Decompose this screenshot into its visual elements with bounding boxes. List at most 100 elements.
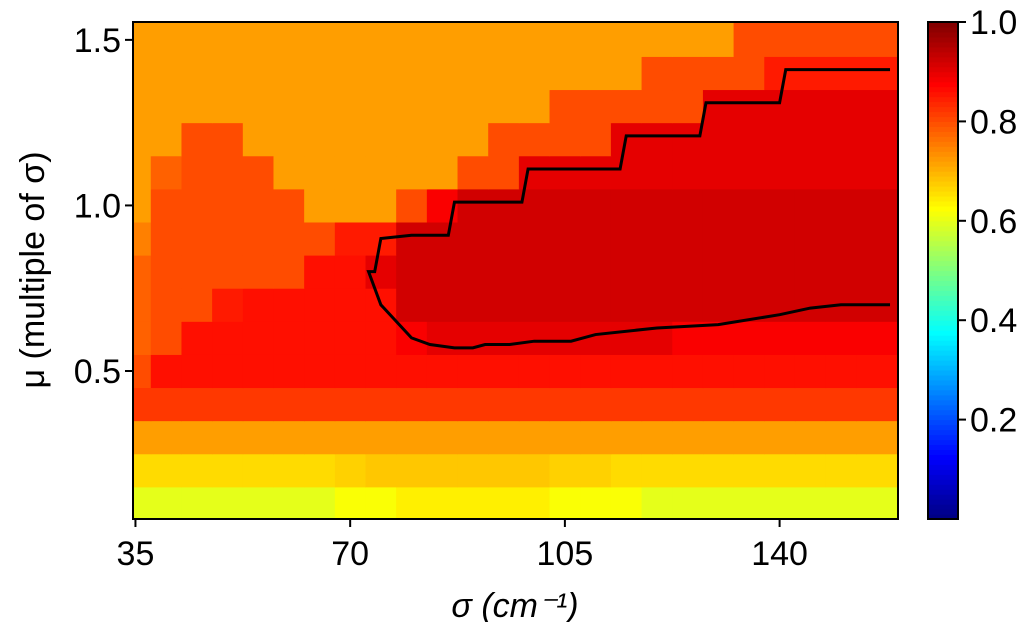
heat-cell — [150, 89, 182, 124]
heat-cell — [181, 387, 213, 422]
heat-cell — [242, 387, 274, 422]
heat-cell — [518, 155, 551, 190]
colorbar-step — [928, 56, 958, 63]
colorbar-step — [928, 136, 958, 142]
heat-cell — [549, 89, 581, 124]
heat-cell — [365, 89, 397, 124]
colorbar-step — [928, 454, 958, 460]
heat-cell — [365, 453, 397, 488]
heat-cell — [273, 22, 305, 57]
heat-cell — [549, 420, 581, 455]
heat-cell — [856, 155, 899, 190]
colorbar-step — [928, 111, 958, 118]
heat-cell — [580, 453, 612, 488]
heat-cell — [825, 155, 857, 190]
heat-cell — [212, 420, 244, 455]
colorbar-tick-label: 0.4 — [970, 302, 1017, 340]
heat-cell — [580, 387, 612, 422]
heat-cell — [549, 354, 581, 389]
heat-cell — [794, 89, 827, 124]
colorbar-step — [928, 235, 958, 242]
colorbar-step — [928, 374, 958, 381]
heat-cell — [457, 354, 489, 389]
heat-cell — [733, 354, 765, 389]
heat-cell — [457, 486, 489, 520]
heat-cell — [304, 155, 336, 190]
heat-cell — [702, 255, 735, 289]
colorbar-step — [928, 76, 958, 83]
heat-cell — [794, 56, 827, 91]
heat-cell — [610, 453, 643, 488]
heat-cell — [488, 122, 520, 157]
heat-cell — [242, 486, 274, 520]
colorbar-tick-label: 0.2 — [970, 402, 1017, 440]
heat-cell — [856, 122, 899, 157]
heat-cell — [181, 89, 213, 124]
heat-cell — [764, 420, 796, 455]
heat-cell — [334, 255, 367, 289]
heat-cell — [150, 22, 182, 57]
heat-cell — [273, 486, 305, 520]
heat-cell — [426, 56, 459, 91]
heat-cell — [396, 155, 428, 190]
colorbar-step — [928, 101, 958, 108]
heat-cell — [150, 486, 182, 520]
heat-cell — [733, 188, 765, 223]
colorbar-step — [928, 36, 958, 43]
heat-cell — [856, 420, 899, 455]
colorbar-step — [928, 161, 958, 167]
heat-cell — [580, 56, 612, 91]
colorbar-step — [928, 290, 958, 296]
heat-cell — [365, 420, 397, 455]
x-tick-label: 35 — [117, 535, 155, 573]
colorbar-step — [928, 514, 958, 520]
colorbar-step — [928, 116, 958, 122]
heat-cell — [365, 22, 397, 57]
heat-cell — [672, 89, 704, 124]
colorbar-step — [928, 280, 958, 287]
heat-cell — [334, 420, 367, 455]
colorbar-step — [928, 190, 958, 197]
heat-cell — [133, 288, 152, 322]
colorbar-step — [928, 369, 958, 376]
heat-cell — [133, 321, 152, 355]
heat-cell — [764, 321, 796, 355]
heat-cell — [181, 255, 213, 289]
colorbar-step — [928, 250, 958, 257]
heat-cell — [150, 420, 182, 455]
heat-cell — [181, 188, 213, 223]
heat-cell — [334, 486, 367, 520]
heat-cell — [702, 387, 735, 422]
heat-cell — [641, 22, 673, 57]
colorbar-step — [928, 51, 958, 58]
heat-cell — [150, 387, 182, 422]
heat-cell — [641, 89, 673, 124]
heat-cell — [181, 354, 213, 389]
heat-cell — [518, 354, 551, 389]
heat-cell — [426, 155, 459, 190]
heat-cell — [518, 22, 551, 57]
heat-cell — [549, 453, 581, 488]
heat-cell — [457, 221, 489, 256]
colorbar-step — [928, 96, 958, 103]
heat-cell — [702, 22, 735, 57]
heat-cell — [672, 288, 704, 322]
heat-cell — [518, 288, 551, 322]
colorbar-step — [928, 364, 958, 371]
heat-cell — [641, 420, 673, 455]
colorbar-step — [928, 444, 958, 451]
heat-cell — [304, 188, 336, 223]
heat-cell — [212, 188, 244, 223]
colorbar-tick-label: 1.0 — [970, 4, 1017, 42]
heat-cell — [488, 56, 520, 91]
heat-cell — [334, 22, 367, 57]
heat-cell — [794, 354, 827, 389]
heat-cell — [212, 22, 244, 57]
colorbar-step — [928, 509, 958, 515]
colorbar-step — [928, 200, 958, 207]
heat-cell — [457, 453, 489, 488]
heat-cell — [794, 453, 827, 488]
heat-cell — [150, 255, 182, 289]
heat-cell — [396, 56, 428, 91]
